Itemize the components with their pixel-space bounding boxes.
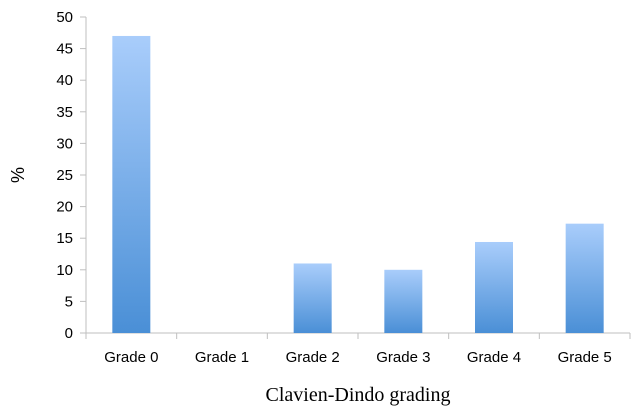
x-tick-label: Grade 2 — [286, 349, 340, 366]
y-tick-label: 50 — [56, 9, 73, 26]
x-tick-label: Grade 0 — [104, 349, 158, 366]
bar-grade-4 — [475, 241, 513, 333]
y-tick-label: 0 — [65, 325, 73, 342]
x-axis-title: Clavien-Dindo grading — [266, 384, 451, 406]
y-tick-label: 45 — [56, 41, 73, 58]
bars — [112, 35, 604, 334]
bar-grade-3 — [384, 269, 423, 333]
y-tick-label: 30 — [56, 135, 73, 152]
y-tick-label: 35 — [56, 104, 73, 121]
y-tick-label: 25 — [56, 167, 73, 184]
x-tick-label: Grade 3 — [376, 349, 430, 366]
bar-grade-2 — [293, 263, 332, 333]
y-axis-title: % — [8, 167, 28, 183]
y-axis: 0 5 10 15 20 25 30 35 40 45 50 — [56, 9, 87, 342]
y-tick-label: 15 — [56, 230, 73, 247]
x-tick-label: Grade 5 — [558, 349, 612, 366]
y-tick-label: 40 — [56, 72, 73, 89]
x-tick-label: Grade 4 — [467, 349, 521, 366]
x-tick-label: Grade 1 — [195, 349, 249, 366]
bar-grade-0 — [112, 35, 151, 334]
bar-grade-5 — [565, 223, 604, 333]
y-tick-label: 5 — [65, 293, 73, 310]
y-tick-label: 20 — [56, 199, 73, 216]
y-tick-label: 10 — [56, 262, 73, 279]
x-axis: Grade 0 Grade 1 Grade 2 Grade 3 Grade 4 Grade… — [85, 332, 631, 366]
